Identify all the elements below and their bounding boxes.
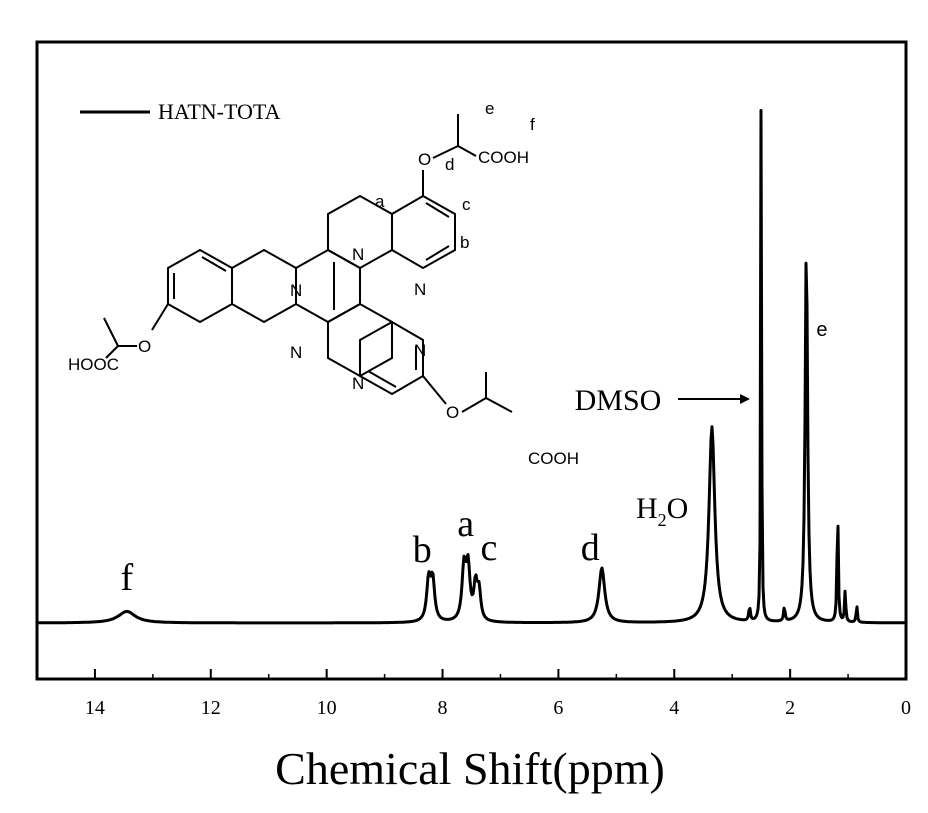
struct-n-1: N — [352, 245, 364, 264]
struct-acid-top: COOH — [478, 148, 529, 167]
x-axis: 14 12 10 8 6 4 2 0 — [36, 669, 911, 719]
peak-label-c: c — [480, 527, 497, 569]
struct-acid-left: HOOC — [68, 355, 119, 374]
struct-label-d: d — [445, 155, 454, 174]
struct-oxygen-top: O — [418, 150, 431, 169]
struct-label-b: b — [460, 233, 469, 252]
dmso-arrow-head — [740, 394, 750, 404]
peak-annotations: f bac d DMSO e — [120, 319, 827, 599]
struct-label-a: a — [375, 192, 385, 211]
struct-oxygen-bottom: O — [446, 403, 459, 422]
x-tick-label-12: 12 — [201, 697, 221, 719]
legend: HATN-TOTA — [80, 99, 281, 124]
struct-n-4: N — [290, 343, 302, 362]
x-tick-label-10: 10 — [317, 697, 337, 719]
struct-n-2: N — [414, 280, 426, 299]
water-label-o: O — [667, 492, 689, 525]
x-tick-label-0: 0 — [901, 697, 911, 719]
peak-label-e: e — [816, 319, 827, 341]
struct-n-6: N — [352, 374, 364, 393]
water-label: H2O — [636, 492, 688, 530]
x-axis-label: Chemical Shift(ppm) — [275, 743, 665, 794]
peak-label-b: b — [413, 529, 432, 571]
struct-n-5: N — [414, 341, 426, 360]
x-tick-label-8: 8 — [438, 697, 448, 719]
legend-label-hatn-tota: HATN-TOTA — [158, 99, 281, 124]
struct-label-e: e — [485, 99, 494, 118]
x-tick-label-6: 6 — [553, 697, 563, 719]
peak-label-d: d — [581, 527, 600, 569]
structure-text: e f O d COOH a c b N N N N N N O HOOC O … — [68, 99, 579, 468]
peak-label-dmso: DMSO — [575, 384, 662, 417]
struct-oxygen-left: O — [138, 337, 151, 356]
struct-label-f: f — [530, 115, 535, 134]
water-label-sub: 2 — [658, 510, 667, 530]
x-tick-label-2: 2 — [785, 697, 795, 719]
plot-frame — [35, 40, 908, 681]
struct-n-3: N — [290, 281, 302, 300]
series-line-hatn-tota — [36, 109, 907, 625]
peak-label-a: a — [457, 503, 474, 545]
x-tick-label-14: 14 — [85, 697, 105, 719]
x-tick-label-4: 4 — [669, 697, 679, 719]
struct-acid-bottom: COOH — [528, 449, 579, 468]
struct-label-c: c — [462, 195, 471, 214]
peak-label-f: f — [120, 557, 133, 599]
chemical-structure — [103, 114, 513, 413]
water-label-h: H — [636, 492, 658, 525]
